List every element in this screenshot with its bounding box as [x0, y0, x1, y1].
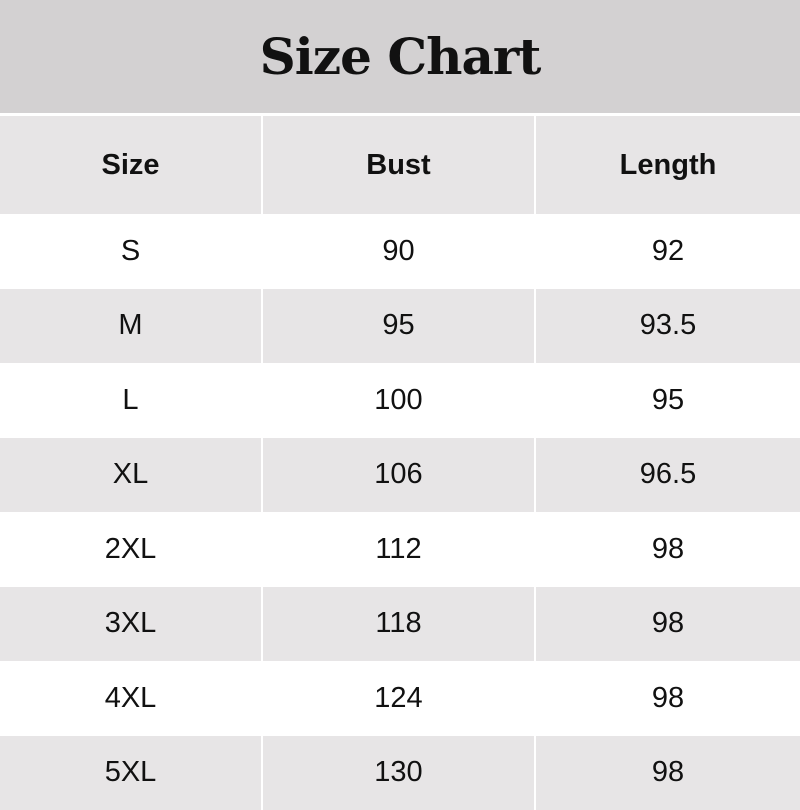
size-cell: M: [0, 289, 262, 364]
length-cell: 96.5: [535, 438, 800, 513]
column-header-bust: Bust: [262, 116, 535, 214]
bust-cell: 118: [262, 587, 535, 662]
size-cell: XL: [0, 438, 262, 513]
column-header-length: Length: [535, 116, 800, 214]
size-cell: S: [0, 214, 262, 289]
bust-cell: 112: [262, 512, 535, 587]
length-cell: 98: [535, 736, 800, 810]
header-row: Size Bust Length: [0, 116, 800, 214]
length-cell: 93.5: [535, 289, 800, 364]
bust-cell: 100: [262, 363, 535, 438]
bust-cell: 106: [262, 438, 535, 513]
size-cell: 4XL: [0, 661, 262, 736]
size-cell: 3XL: [0, 587, 262, 662]
length-cell: 98: [535, 512, 800, 587]
bust-cell: 95: [262, 289, 535, 364]
bust-cell: 90: [262, 214, 535, 289]
bust-cell: 124: [262, 661, 535, 736]
length-cell: 98: [535, 587, 800, 662]
length-cell: 95: [535, 363, 800, 438]
length-cell: 92: [535, 214, 800, 289]
size-cell: 5XL: [0, 736, 262, 810]
bust-cell: 130: [262, 736, 535, 810]
size-cell: 2XL: [0, 512, 262, 587]
chart-title: Size Chart: [0, 0, 800, 116]
size-cell: L: [0, 363, 262, 438]
column-header-size: Size: [0, 116, 262, 214]
length-cell: 98: [535, 661, 800, 736]
